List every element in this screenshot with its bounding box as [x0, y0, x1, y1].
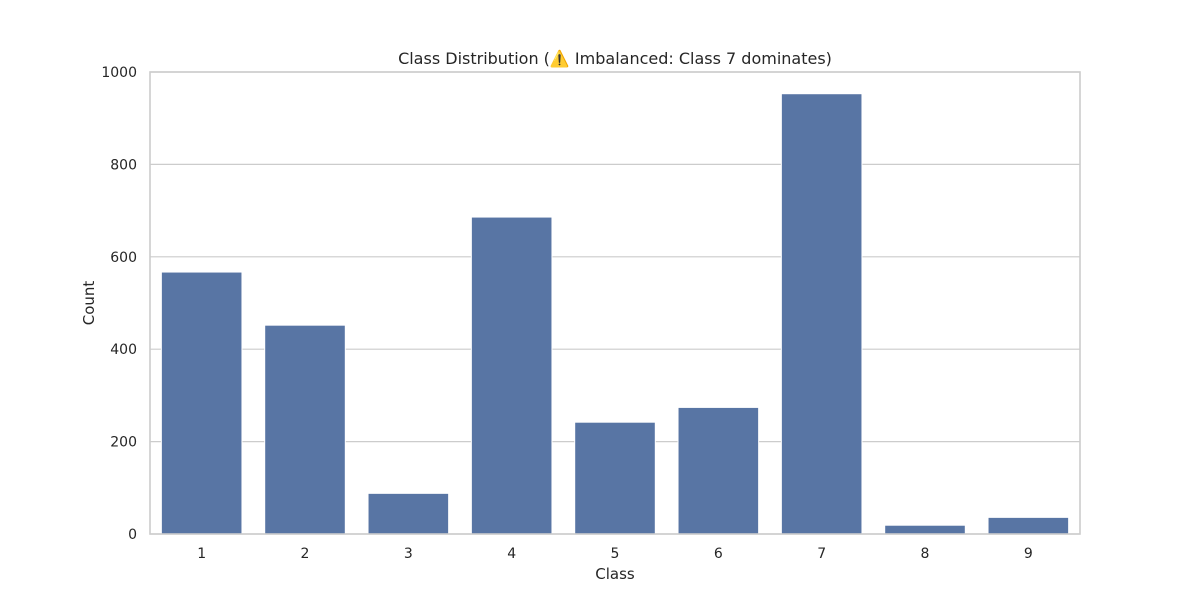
x-tick-label: 8: [921, 546, 930, 562]
y-axis-label: Count: [80, 281, 98, 326]
bar-class-5: [574, 421, 656, 535]
bar-class-2: [264, 324, 346, 535]
y-tick-label: 400: [110, 342, 137, 358]
plot-frame: [149, 71, 1081, 535]
x-axis-label: Class: [595, 565, 635, 583]
x-tick-label: 4: [507, 546, 516, 562]
bar-class-1: [160, 271, 243, 535]
bar-class-9: [987, 516, 1070, 535]
x-tick-labels: 1 2 3 4 5 6 7 8 9: [197, 546, 1033, 562]
bar-class-4: [470, 216, 553, 535]
bar-class-3: [367, 492, 450, 535]
bar-class-8: [884, 524, 966, 535]
y-tick-label: 800: [110, 157, 137, 173]
y-tick-label: 200: [110, 435, 137, 451]
bars: [160, 93, 1070, 535]
x-tick-label: 9: [1024, 546, 1033, 562]
y-tick-label: 1000: [101, 65, 137, 81]
bar-class-6: [677, 406, 760, 535]
x-tick-label: 7: [817, 546, 826, 562]
x-tick-label: 5: [611, 546, 620, 562]
chart-title: Class Distribution (⚠️ Imbalanced: Class…: [398, 49, 832, 68]
y-tick-label: 0: [128, 527, 137, 543]
x-tick-label: 6: [714, 546, 723, 562]
x-tick-label: 1: [197, 546, 206, 562]
y-tick-label: 600: [110, 250, 137, 266]
x-tick-label: 2: [301, 546, 310, 562]
y-tick-labels: 0 200 400 600 800 1000: [101, 65, 137, 543]
bar-class-7: [780, 93, 863, 535]
x-tick-label: 3: [404, 546, 413, 562]
